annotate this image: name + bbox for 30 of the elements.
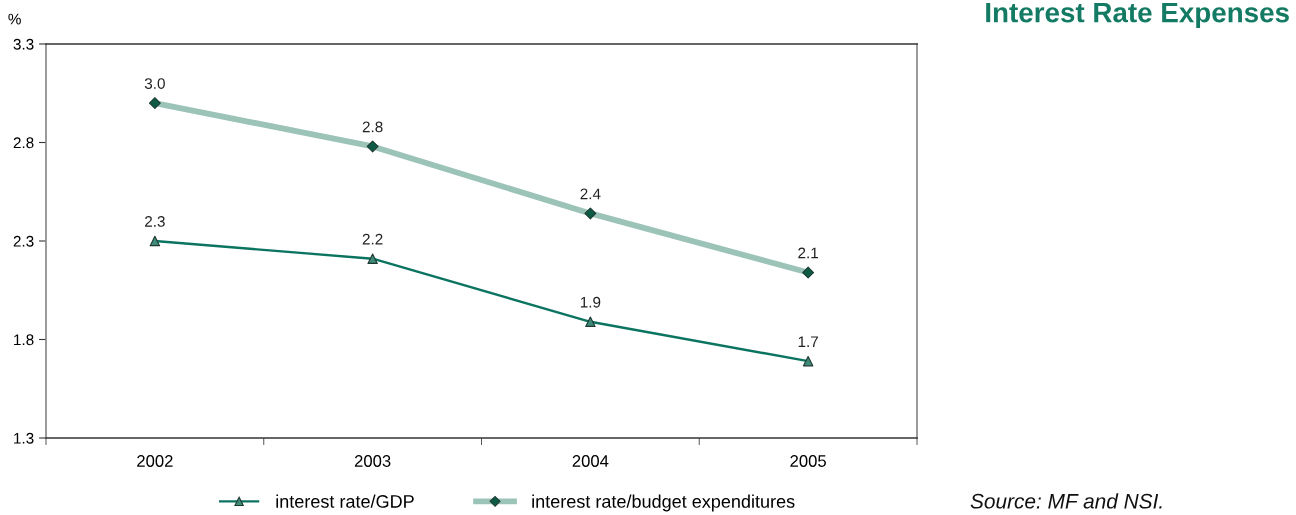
- point: [585, 316, 596, 327]
- data-label: 2.4: [580, 188, 601, 200]
- data-label: 1.9: [580, 296, 601, 308]
- data-label: 2.3: [145, 216, 165, 227]
- y-tick-label: 1.3: [14, 432, 34, 444]
- legend-label: interest rate/GDP: [276, 494, 414, 508]
- x-tick-label: 2003: [354, 455, 391, 467]
- y-tick-label: 2.3: [13, 235, 34, 247]
- y-axis-title: %: [8, 13, 21, 25]
- text: Interest Rate Expenses: [986, 3, 1289, 28]
- data-label: 3.0: [144, 78, 165, 89]
- y-tick-label: 1.8: [14, 334, 34, 346]
- data-label: 2.2: [362, 233, 383, 245]
- data-label: 1.7: [798, 336, 818, 347]
- y-tick-label: 2.8: [13, 137, 34, 149]
- x-tick-label: 2005: [790, 455, 826, 467]
- point: [149, 235, 161, 247]
- point: [802, 266, 815, 279]
- point: [584, 207, 597, 220]
- data-label: 2.1: [798, 247, 818, 259]
- x-tick-label: 2002: [137, 455, 173, 467]
- legend-label: interest rate/budget expenditures: [532, 494, 795, 512]
- point: [366, 140, 379, 153]
- y-tick-label: 3.3: [13, 38, 34, 50]
- data-label: 2.8: [362, 121, 383, 133]
- point: [367, 253, 378, 264]
- source-note: Source: MF and NSI.: [970, 493, 1162, 509]
- point: [148, 97, 161, 110]
- point: [802, 355, 814, 367]
- x-tick-label: 2004: [572, 455, 609, 467]
